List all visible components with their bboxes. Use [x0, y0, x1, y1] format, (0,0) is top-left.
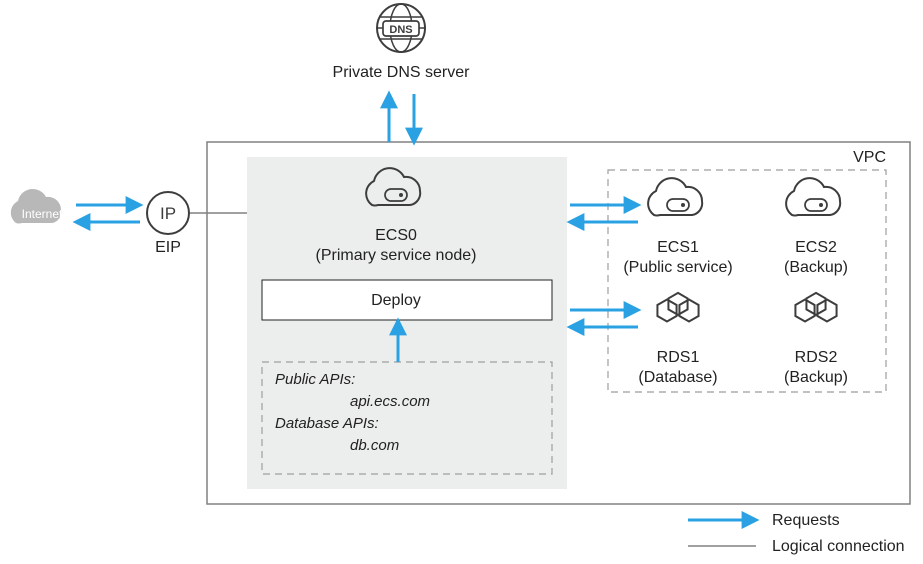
- ecs1-role: (Public service): [623, 259, 732, 276]
- dns-label: Private DNS server: [333, 64, 471, 81]
- internet-icon: Internet: [11, 189, 63, 224]
- ecs0-name: ECS0: [375, 227, 417, 244]
- rds1-icon: [657, 293, 698, 322]
- svg-text:IP: IP: [160, 204, 176, 223]
- rds2-name: RDS2: [795, 349, 838, 366]
- rds1-role: (Database): [638, 369, 717, 386]
- ecs2-icon: [786, 178, 840, 215]
- eip-icon: IP: [147, 192, 189, 234]
- legend-logical: Logical connection: [772, 538, 905, 555]
- ecs2-role: (Backup): [784, 259, 848, 276]
- service-cluster-box: [608, 170, 886, 392]
- ecs2-name: ECS2: [795, 239, 837, 256]
- api-public-title: Public APIs:: [275, 371, 355, 388]
- ecs1-icon: [648, 178, 702, 215]
- ecs1-name: ECS1: [657, 239, 699, 256]
- rds2-icon: [795, 293, 836, 322]
- rds2-role: (Backup): [784, 369, 848, 386]
- dns-icon: DNS: [377, 4, 425, 52]
- api-db-title: Database APIs:: [275, 415, 379, 432]
- legend-requests: Requests: [772, 512, 840, 529]
- rds1-name: RDS1: [657, 349, 700, 366]
- api-db-value: db.com: [350, 437, 399, 454]
- vpc-label: VPC: [853, 149, 886, 166]
- ecs0-region: [247, 157, 567, 489]
- eip-label: EIP: [155, 239, 181, 256]
- api-public-value: api.ecs.com: [350, 393, 430, 410]
- svg-text:DNS: DNS: [389, 24, 412, 36]
- ecs0-role: (Primary service node): [316, 247, 477, 264]
- deploy-label: Deploy: [371, 292, 421, 309]
- internet-label: Internet: [22, 207, 63, 221]
